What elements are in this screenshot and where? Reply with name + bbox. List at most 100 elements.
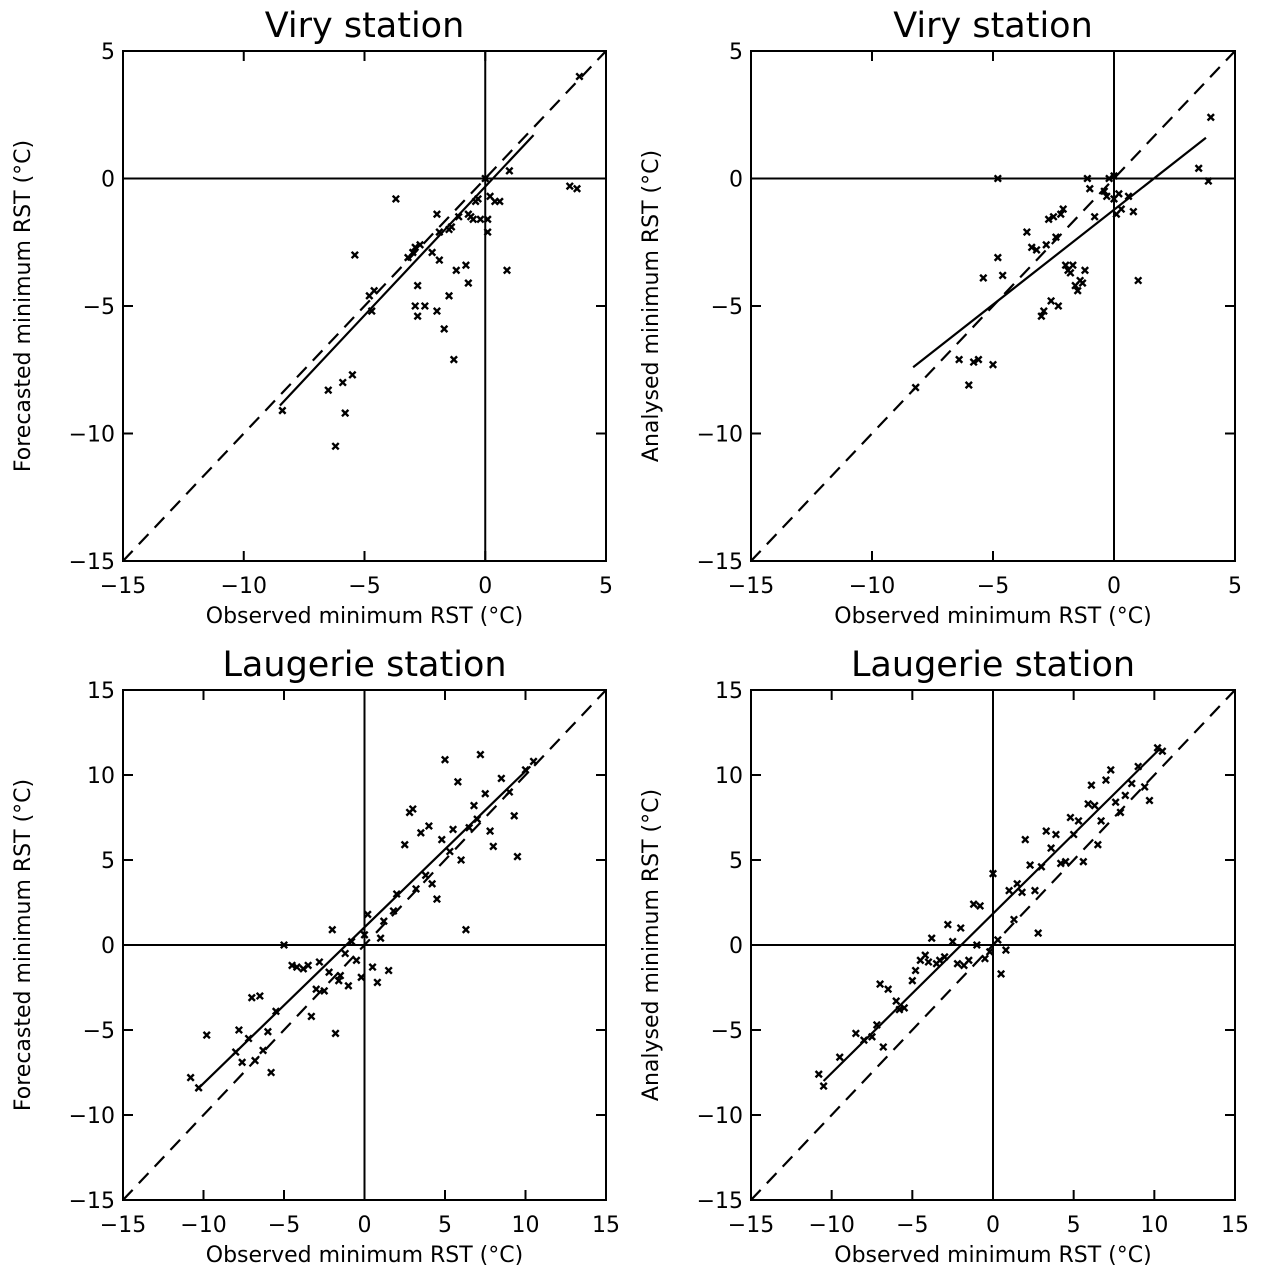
- data-point: [1001, 946, 1010, 955]
- data-point: [1080, 266, 1090, 275]
- y-tick-label: 5: [729, 849, 743, 874]
- data-point: [1158, 747, 1167, 756]
- data-point: [1044, 215, 1053, 224]
- data-point: [1037, 862, 1046, 871]
- data-point: [1105, 174, 1114, 183]
- data-point: [415, 240, 425, 249]
- data-point: [271, 1007, 280, 1016]
- data-point: [391, 194, 400, 203]
- data-point: [1117, 205, 1126, 214]
- data-point: [980, 954, 989, 963]
- data-point: [432, 210, 441, 219]
- data-point: [413, 312, 422, 321]
- y-tick-label: −5: [83, 295, 115, 320]
- y-tick-label: −15: [697, 550, 743, 575]
- data-point: [473, 194, 483, 203]
- x-tick-label: 0: [986, 1213, 1000, 1238]
- data-point: [814, 1070, 823, 1079]
- data-point: [288, 961, 297, 970]
- data-point: [819, 1082, 828, 1091]
- data-point: [1109, 171, 1119, 180]
- data-point: [341, 409, 350, 418]
- data-point: [1061, 261, 1070, 270]
- data-point: [411, 884, 421, 893]
- data-point: [497, 774, 506, 783]
- data-point: [1090, 801, 1099, 810]
- data-point: [1032, 245, 1041, 254]
- data-point: [1124, 192, 1133, 201]
- data-point: [1068, 261, 1077, 270]
- identity-line: [751, 690, 1235, 1200]
- data-point: [835, 1053, 844, 1062]
- x-axis-label: Observed minimum RST (°C): [206, 1243, 523, 1268]
- chart-panel-2: Viry station Observed minimum RST (°C) Ana…: [639, 6, 1242, 629]
- chart-panel-1: Viry station Observed minimum RST (°C) For…: [11, 6, 613, 629]
- data-point: [453, 777, 462, 786]
- data-point: [1084, 799, 1093, 808]
- data-point: [247, 993, 256, 1002]
- data-point: [985, 947, 994, 956]
- y-tick-label: −10: [69, 1104, 115, 1129]
- data-point: [1114, 189, 1123, 198]
- data-point: [465, 823, 474, 832]
- x-tick-label: −5: [896, 1213, 928, 1238]
- data-point: [334, 976, 343, 985]
- data-point: [502, 266, 512, 275]
- data-point: [1093, 840, 1102, 849]
- chart-title: Laugerie station: [851, 645, 1135, 685]
- data-point: [469, 801, 479, 810]
- data-point: [437, 835, 446, 844]
- data-point: [1066, 268, 1075, 277]
- y-tick-label: 5: [101, 40, 115, 65]
- data-point: [259, 1046, 268, 1055]
- data-point: [186, 1073, 195, 1082]
- data-point: [476, 215, 485, 224]
- y-tick-label: 0: [101, 168, 115, 193]
- chart-title: Laugerie station: [222, 645, 506, 685]
- data-point: [1051, 830, 1060, 839]
- data-point: [1101, 776, 1110, 785]
- data-point: [278, 406, 287, 415]
- data-point: [411, 301, 420, 311]
- data-point: [202, 1031, 211, 1040]
- data-point: [370, 286, 379, 295]
- data-point: [1069, 830, 1078, 839]
- data-point: [428, 879, 437, 888]
- data-point: [324, 386, 333, 395]
- x-tick-label: −10: [180, 1213, 226, 1238]
- data-point: [411, 243, 420, 252]
- data-point: [392, 889, 401, 899]
- data-point: [1047, 296, 1056, 305]
- data-point: [331, 442, 340, 451]
- data-point: [424, 821, 433, 831]
- data-point: [486, 827, 495, 836]
- data-point: [1140, 782, 1149, 791]
- data-point: [1074, 816, 1083, 825]
- data-point: [420, 301, 429, 311]
- data-point: [307, 1012, 316, 1021]
- y-tick-label: −10: [697, 423, 743, 448]
- y-tick-label: −15: [69, 1189, 115, 1214]
- data-point: [948, 937, 957, 946]
- x-tick-label: 5: [599, 574, 613, 599]
- data-point: [1073, 286, 1082, 295]
- data-point: [998, 271, 1007, 280]
- y-tick-label: −5: [711, 1019, 743, 1044]
- data-point: [1042, 827, 1051, 836]
- data-point: [341, 949, 350, 958]
- y-tick-label: 0: [101, 934, 115, 959]
- data-point: [851, 1029, 860, 1038]
- data-point: [255, 991, 264, 1001]
- x-tick-label: −15: [728, 574, 774, 599]
- data-point: [408, 804, 417, 814]
- y-axis-label: Analysed minimum RST (°C): [639, 789, 664, 1101]
- data-point: [979, 273, 988, 282]
- data-point: [440, 755, 450, 764]
- data-point: [1021, 835, 1030, 844]
- data-point: [449, 355, 458, 364]
- x-tick-label: 5: [1228, 574, 1242, 599]
- data-point: [943, 920, 952, 929]
- data-point: [360, 930, 369, 939]
- data-point: [331, 1029, 340, 1038]
